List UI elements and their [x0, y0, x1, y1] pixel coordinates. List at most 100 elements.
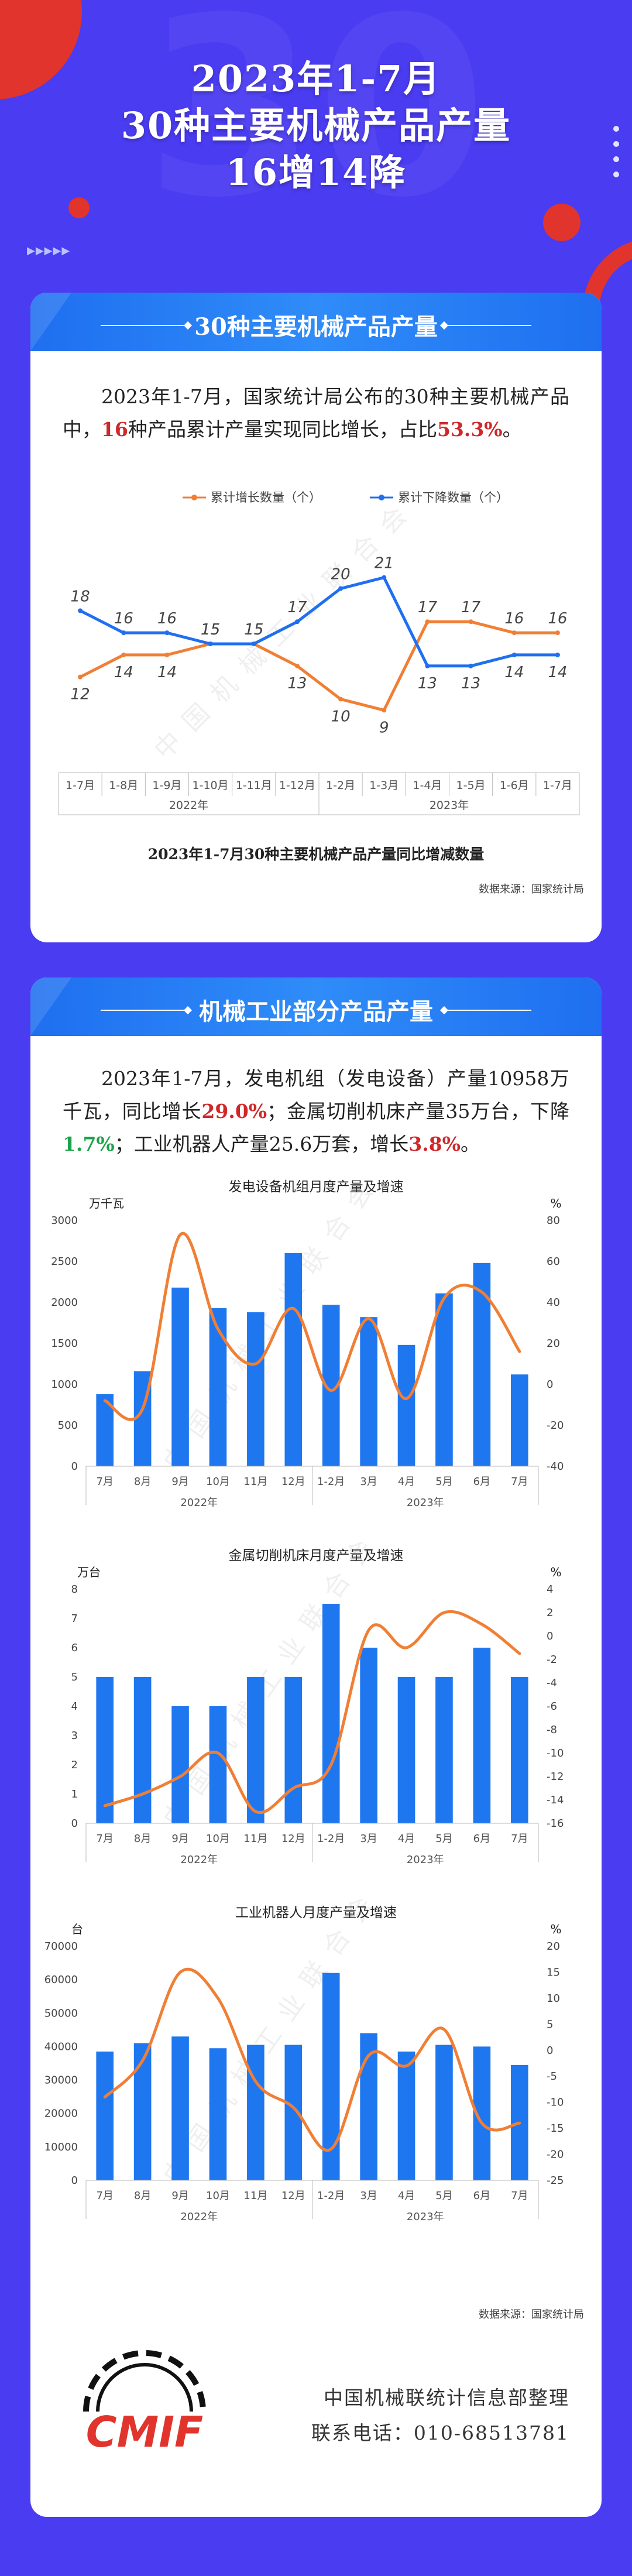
data-point [468, 663, 473, 668]
growth-share: 53.3% [437, 418, 503, 441]
data-label: 21 [375, 555, 394, 572]
big-number-decor: 30 [145, 0, 487, 252]
x-tick-label: 9月 [171, 2190, 188, 2202]
footer-phone: 联系电话：010-68513781 [311, 2421, 569, 2444]
x-tick-label: 12月 [281, 2190, 305, 2202]
x-tick-label: 1-9月 [152, 779, 181, 792]
y2-axis-unit: % [550, 1565, 561, 1579]
data-label: 17 [418, 599, 438, 616]
data-label: 13 [287, 675, 307, 692]
data-label: 15 [244, 621, 263, 639]
y-axis-unit: 万千瓦 [89, 1196, 124, 1210]
y-tick-label: 1000 [51, 1378, 78, 1391]
data-label: 16 [157, 610, 177, 627]
y-tick-label: 6 [71, 1642, 78, 1654]
y2-tick-label: 5 [547, 2018, 553, 2030]
y-tick-label: 60000 [44, 1974, 78, 1986]
x-tick-label: 9月 [171, 1833, 188, 1845]
data-label: 16 [504, 610, 524, 627]
machine-tool-decline: 1.7% [63, 1133, 115, 1155]
x-tick-label: 3月 [360, 2190, 377, 2202]
data-label: 13 [418, 675, 437, 692]
y2-tick-label: -16 [547, 1817, 564, 1830]
x-tick-label: 1-8月 [109, 779, 138, 792]
y-tick-label: 2 [71, 1759, 78, 1771]
section-title-machinery-output: 机械工业部分产品产量 [199, 998, 433, 1025]
summary2-text-4: 。 [461, 1133, 480, 1155]
data-label: 14 [548, 664, 567, 681]
bar [397, 1344, 415, 1466]
y2-tick-label: 20 [547, 1940, 560, 1953]
bar [322, 1973, 340, 2180]
x-tick-label: 11月 [243, 1833, 267, 1845]
red-circle-decor [0, 0, 82, 100]
data-label: 17 [287, 599, 307, 616]
growth-count: 16 [101, 418, 128, 441]
summary2-text-3: ；工业机器人产量25.6万套，增长 [114, 1133, 409, 1155]
data-point [78, 674, 83, 680]
page-title: 2023年1-7月 30种主要机械产品产量 16增14降 [0, 56, 632, 196]
chart-title: 发电设备机组月度产量及增速 [229, 1179, 404, 1195]
x-group-label: 2023年 [407, 1497, 444, 1509]
data-label: 14 [504, 664, 524, 681]
x-tick-label: 7月 [96, 2190, 113, 2202]
data-label: 9 [379, 719, 389, 736]
bar [171, 2036, 189, 2180]
x-tick-label: 3月 [360, 1476, 377, 1488]
legend-marker-1 [379, 495, 384, 500]
y2-tick-label: -12 [547, 1771, 564, 1783]
background-decoration: 30 [0, 0, 632, 304]
x-tick-label: 7月 [96, 1833, 113, 1845]
growth-line [103, 1232, 521, 1421]
data-point [121, 652, 126, 657]
x-tick-label: 8月 [134, 2190, 151, 2202]
summary-paragraph-1: 2023年1-7月，国家统计局公布的30种主要机械产品中，16种产品累计产量实现… [30, 380, 602, 446]
x-tick-label: 1-3月 [369, 779, 399, 792]
data-point [164, 630, 170, 636]
y2-tick-label: 0 [547, 2045, 553, 2057]
bar [360, 1317, 377, 1466]
y-tick-label: 40000 [44, 2040, 78, 2053]
card-header-main-products: 30种主要机械产品产量 [30, 293, 602, 351]
data-point [382, 708, 387, 713]
x-group-label: 2022年 [180, 1497, 218, 1509]
legend-marker-0 [191, 495, 197, 500]
data-label: 18 [71, 588, 90, 605]
legend-label-1: 累计下降数量（个） [398, 490, 509, 505]
x-tick-label: 6月 [473, 1833, 490, 1845]
x-tick-label: 7月 [96, 1476, 113, 1488]
y-tick-label: 30000 [44, 2074, 78, 2087]
x-group-label: 2023年 [407, 1854, 444, 1866]
data-label: 15 [201, 621, 220, 639]
bar [96, 2052, 114, 2180]
x-tick-label: 11月 [243, 1476, 267, 1488]
y2-tick-label: -20 [547, 2149, 564, 2161]
y2-tick-label: -25 [547, 2174, 564, 2187]
summary-text-c: 。 [502, 418, 522, 441]
bar [397, 1677, 415, 1823]
legend-label-0: 累计增长数量（个） [211, 490, 321, 505]
x-tick-label: 5月 [435, 1833, 452, 1845]
bar [435, 1293, 453, 1466]
x-tick-label: 7月 [511, 1476, 528, 1488]
x-tick-label: 5月 [435, 2190, 452, 2202]
x-tick-label: 8月 [134, 1476, 151, 1488]
red-ring-decor [583, 241, 632, 304]
power-equipment-growth: 29.0% [201, 1100, 267, 1123]
bar [247, 2045, 265, 2180]
x-tick-label: 8月 [134, 1833, 151, 1845]
title-line-2: 30种主要机械产品产量 [121, 104, 511, 147]
y2-tick-label: 40 [547, 1296, 560, 1309]
red-dot-decor-right [543, 204, 581, 241]
y-tick-label: 4 [71, 1700, 78, 1713]
bar [209, 2048, 227, 2180]
bar [247, 1677, 265, 1823]
data-point [208, 642, 213, 646]
x-tick-label: 1-2月 [317, 2190, 345, 2202]
data-label: 15 [244, 621, 263, 639]
x-tick-label: 7月 [511, 2190, 528, 2202]
red-dot-decor [68, 197, 90, 218]
y2-tick-label: -20 [547, 1419, 564, 1432]
y-tick-label: 3 [71, 1730, 78, 1742]
